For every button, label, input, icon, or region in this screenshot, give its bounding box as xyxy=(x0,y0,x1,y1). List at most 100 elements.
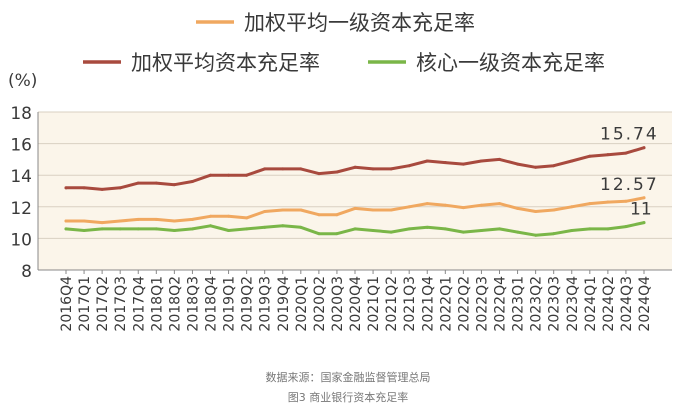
data-point xyxy=(407,227,411,231)
x-tick-label: 2021Q3 xyxy=(402,276,418,332)
data-point xyxy=(317,172,321,176)
data-point xyxy=(606,153,610,157)
data-point xyxy=(588,202,592,206)
data-point xyxy=(154,217,158,221)
data-point xyxy=(118,219,122,223)
data-point xyxy=(443,161,447,165)
data-point xyxy=(389,230,393,234)
x-tick-label: 2020Q3 xyxy=(330,276,346,332)
data-point xyxy=(389,167,393,171)
data-point xyxy=(335,170,339,174)
x-tick-label: 2019Q2 xyxy=(240,276,256,332)
data-labels: 15.74 12.57 11 xyxy=(600,125,659,220)
x-tick-label: 2021Q1 xyxy=(366,276,382,332)
data-point xyxy=(588,227,592,231)
data-point xyxy=(479,203,483,207)
x-tick-label: 2018Q4 xyxy=(204,276,220,332)
x-tick-label: 2020Q1 xyxy=(294,276,310,332)
data-point xyxy=(227,214,231,218)
figure-caption: 图3 商业银行资本充足率 xyxy=(288,390,409,404)
data-point xyxy=(498,202,501,206)
data-point xyxy=(606,227,610,231)
data-point xyxy=(263,167,267,171)
x-tick-label: 2019Q3 xyxy=(258,276,274,332)
plot-area xyxy=(38,112,672,270)
x-tick-label: 2022Q3 xyxy=(474,276,490,332)
data-point xyxy=(552,208,556,212)
data-point xyxy=(245,173,249,177)
y-tick-label: 10 xyxy=(10,230,32,250)
data-point xyxy=(100,187,104,191)
data-point xyxy=(281,224,285,228)
data-point xyxy=(227,229,231,232)
data-point xyxy=(317,213,321,217)
x-tick-label: 2020Q4 xyxy=(348,276,364,332)
data-point xyxy=(64,219,68,223)
source-note: 数据来源：国家金融监督管理总局 xyxy=(266,370,431,384)
x-tick-label: 2024Q4 xyxy=(637,276,653,332)
x-tick-label: 2022Q4 xyxy=(493,276,509,332)
data-point xyxy=(82,186,86,190)
data-point xyxy=(317,232,321,236)
data-point xyxy=(552,164,556,168)
x-tick-label: 2023Q2 xyxy=(529,276,545,332)
x-tick-label: 2021Q2 xyxy=(384,276,400,332)
data-point xyxy=(136,217,140,221)
x-tick-label: 2017Q1 xyxy=(77,276,93,332)
data-point xyxy=(172,219,176,223)
data-point xyxy=(642,146,646,150)
data-point xyxy=(461,162,465,166)
x-tick-label: 2022Q2 xyxy=(456,276,472,332)
data-point xyxy=(118,186,122,190)
data-point xyxy=(190,180,194,184)
data-point xyxy=(534,165,538,169)
data-point xyxy=(498,227,501,231)
y-axis-label: (%) xyxy=(8,71,37,91)
legend-label: 加权平均一级资本充足率 xyxy=(244,11,475,35)
data-point xyxy=(263,210,267,214)
x-tick-label: 2017Q4 xyxy=(131,276,147,332)
data-point xyxy=(64,227,68,231)
data-point xyxy=(389,208,393,212)
legend-label: 核心一级资本充足率 xyxy=(416,51,605,75)
data-point xyxy=(516,206,520,210)
x-tick-label: 2020Q2 xyxy=(312,276,328,332)
data-point xyxy=(190,217,194,221)
data-point xyxy=(516,162,520,166)
data-point xyxy=(353,227,357,231)
data-point xyxy=(281,167,285,171)
data-point xyxy=(100,227,104,231)
x-tick-label: 2023Q3 xyxy=(547,276,563,332)
data-point xyxy=(64,186,68,190)
data-point xyxy=(353,165,357,169)
data-point xyxy=(154,227,158,231)
data-point xyxy=(498,157,501,161)
data-point xyxy=(443,227,447,231)
data-point xyxy=(335,213,339,217)
y-tick-label: 16 xyxy=(10,136,32,156)
data-point xyxy=(190,227,194,231)
data-point xyxy=(425,202,429,206)
data-point xyxy=(245,216,249,220)
x-tick-label: 2016Q4 xyxy=(59,276,75,332)
data-point xyxy=(606,200,610,204)
data-point xyxy=(371,229,375,232)
data-point xyxy=(172,183,176,187)
data-label: 11 xyxy=(630,200,652,220)
data-point xyxy=(154,181,158,185)
y-tick-label: 8 xyxy=(21,262,32,282)
data-label: 15.74 xyxy=(600,125,659,145)
axes: 8 10 12 14 16 18 2016Q4 2017Q1 2017Q2 2017Q3 2017Q… xyxy=(10,104,672,332)
x-tick-label: 2018Q2 xyxy=(167,276,183,332)
data-point xyxy=(479,229,483,232)
x-tick-label: 2018Q1 xyxy=(149,276,165,332)
data-point xyxy=(335,232,339,236)
data-point xyxy=(642,196,646,200)
x-tick-label: 2019Q4 xyxy=(276,276,292,332)
x-tick-label: 2018Q3 xyxy=(185,276,201,332)
data-point xyxy=(425,159,429,163)
data-point xyxy=(209,173,212,177)
legend-label: 加权平均资本充足率 xyxy=(131,51,320,75)
